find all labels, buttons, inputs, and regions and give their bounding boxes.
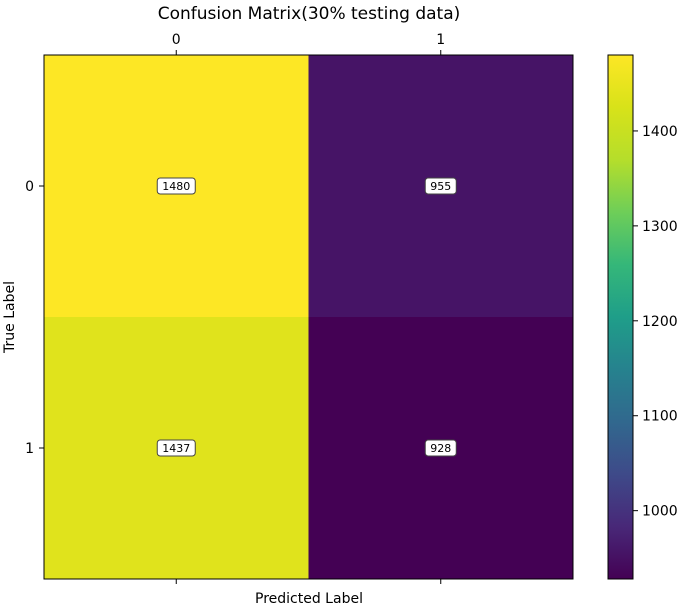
- cell-value-label: 928: [430, 442, 451, 455]
- colorbar-tick-label: 1200: [642, 314, 678, 330]
- cell-value-label: 1437: [162, 442, 190, 455]
- colorbar-tick-label: 1100: [642, 409, 678, 425]
- colorbar-tick-label: 1000: [642, 504, 678, 520]
- heatmap-cells: [44, 55, 574, 580]
- cell-value-label: 955: [430, 180, 451, 193]
- plot-frame: [43, 54, 574, 580]
- y-tick-label: 0: [25, 179, 34, 195]
- x-tick-label: 0: [172, 32, 181, 48]
- colorbar: [607, 54, 634, 580]
- cell-value-box: [156, 439, 196, 457]
- colorbar-tick-label: 1400: [642, 124, 678, 140]
- colorbar-ticks: 1000 1100 1200 1300 1400: [633, 124, 678, 520]
- colorbar-tick-label: 1300: [642, 219, 678, 235]
- x-tick-label: 1: [436, 32, 445, 48]
- y-axis-label: True Label: [2, 281, 18, 354]
- cell-value-labels: 1480 955 1437 928: [156, 177, 457, 457]
- cell-value-box: [156, 177, 196, 195]
- cell-value-box: [424, 177, 457, 195]
- x-axis-label: Predicted Label: [255, 591, 363, 606]
- cell-value-label: 1480: [162, 180, 190, 193]
- cell-value-box: [424, 439, 457, 457]
- chart-title: Confusion Matrix(30% testing data): [158, 4, 461, 24]
- y-axis-ticks: 01: [25, 179, 44, 457]
- y-tick-label: 1: [25, 441, 34, 457]
